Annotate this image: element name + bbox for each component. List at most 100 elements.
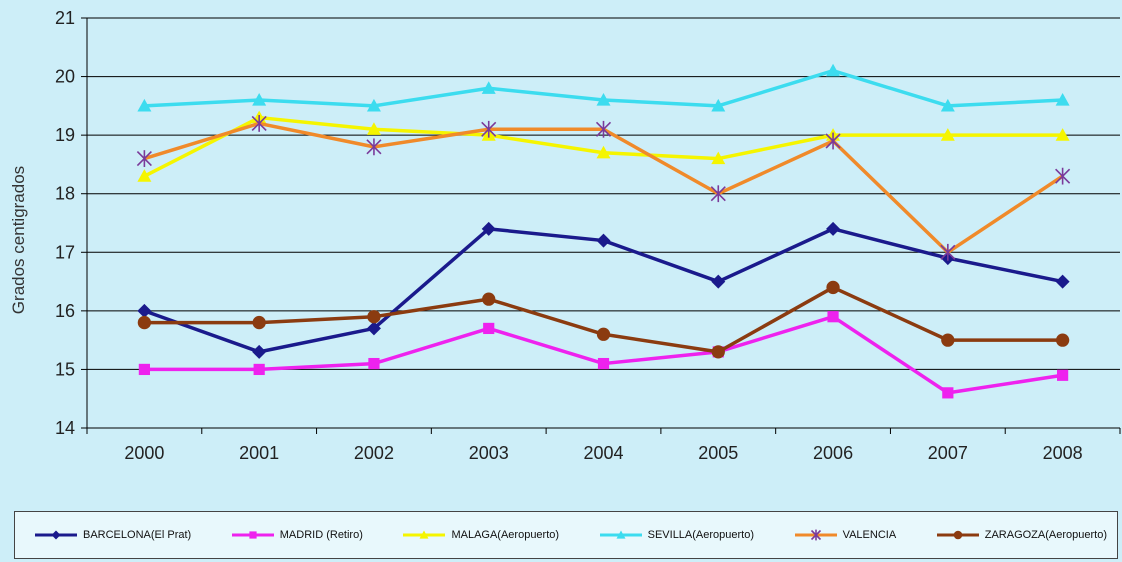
data-point: [596, 327, 611, 341]
chart-legend: BARCELONA(El Prat) MADRID (Retiro) MALAGA(…: [14, 511, 1118, 559]
x-tick-label: 2006: [813, 443, 853, 463]
data-point: [825, 132, 841, 150]
legend-swatch: [403, 530, 446, 539]
x-tick-label: 2000: [124, 443, 164, 463]
series-line: [144, 285, 1063, 354]
y-tick-label: 14: [55, 418, 75, 438]
data-point: [137, 315, 152, 330]
legend-item: SEVILLA(Aeropuerto): [598, 528, 754, 542]
x-tick-label: 2004: [583, 443, 623, 463]
data-point: [711, 345, 725, 359]
y-tick-label: 21: [55, 8, 75, 28]
y-axis-title: Grados centigrados: [9, 166, 28, 314]
x-tick-label: 2002: [354, 443, 394, 463]
legend-item: ZARAGOZA(Aeropuerto): [935, 528, 1107, 542]
data-point: [942, 387, 954, 399]
data-point: [366, 122, 381, 135]
data-point: [826, 221, 841, 236]
legend-marker: [810, 529, 821, 541]
legend-item: MADRID (Retiro): [230, 528, 363, 542]
data-point: [1055, 128, 1070, 141]
series-0: [137, 221, 1070, 359]
legend-label: ZARAGOZA(Aeropuerto): [984, 529, 1107, 541]
y-tick-label: 17: [55, 242, 75, 262]
data-point: [940, 128, 955, 141]
data-point: [483, 322, 495, 335]
data-point: [710, 185, 726, 203]
legend-swatch: [35, 530, 77, 540]
data-point: [366, 138, 382, 156]
line-chart: 14 15 16 17 18 19 20 21 2000 2001 2002 2003 2004 2005…: [9, 8, 1121, 463]
data-point: [366, 98, 381, 112]
y-tick-label: 15: [55, 359, 75, 379]
legend-marker: [419, 530, 429, 539]
data-point: [137, 98, 152, 112]
legend-item: MALAGA(Aeropuerto): [401, 528, 559, 542]
data-point: [827, 311, 839, 323]
data-point: [1055, 167, 1071, 185]
series-3: [137, 63, 1070, 112]
x-tick-label: 2008: [1043, 443, 1083, 463]
data-point: [596, 93, 611, 106]
legend-swatch: [936, 530, 979, 540]
y-tick-label: 16: [55, 301, 75, 321]
data-point: [826, 63, 841, 77]
legend-item: BARCELONA(El Prat): [33, 528, 191, 542]
legend-marker: [51, 530, 61, 540]
series-1: [138, 311, 1069, 399]
data-point: [481, 81, 496, 94]
data-point: [1055, 333, 1070, 347]
series-line: [143, 121, 1064, 255]
data-point: [826, 280, 840, 295]
data-point: [940, 98, 955, 112]
data-point: [137, 303, 152, 318]
data-point: [252, 315, 266, 330]
legend-label: MALAGA(Aeropuerto): [451, 529, 560, 541]
data-point: [366, 321, 381, 336]
data-point: [1055, 274, 1070, 289]
data-point: [253, 363, 265, 376]
legend-marker: [249, 531, 257, 539]
legend-marker: [616, 530, 626, 539]
legend-label: VALENCIA: [842, 529, 897, 541]
data-point: [596, 145, 611, 159]
tick-labels: 14 15 16 17 18 19 20 21 2000 2001 2002 2003 2004 2005…: [55, 8, 1083, 463]
data-point: [252, 93, 267, 106]
series-4: [136, 115, 1071, 261]
y-tick-label: 18: [55, 184, 75, 204]
data-point: [138, 363, 150, 376]
data-point: [595, 120, 612, 138]
data-point: [137, 169, 152, 182]
data-point: [711, 274, 726, 289]
legend-marker: [953, 530, 963, 540]
data-point: [597, 357, 610, 370]
x-tick-label: 2005: [698, 443, 738, 463]
data-point: [251, 115, 267, 132]
axes: [81, 17, 1121, 434]
y-tick-label: 20: [55, 67, 75, 87]
y-tick-label: 19: [55, 125, 75, 145]
data-point: [711, 151, 726, 165]
series-5: [137, 280, 1070, 359]
legend-swatch: [599, 530, 642, 539]
data-point: [367, 310, 381, 324]
data-point: [1057, 369, 1069, 381]
data-point: [711, 98, 726, 112]
x-tick-label: 2001: [239, 443, 279, 463]
legend-label: SEVILLA(Aeropuerto): [647, 529, 755, 541]
series-lines: [136, 63, 1071, 399]
data-point: [481, 221, 496, 236]
data-point: [368, 357, 380, 370]
legend-label: BARCELONA(El Prat): [83, 529, 192, 541]
legend-label: MADRID (Retiro): [279, 529, 363, 541]
x-tick-label: 2003: [469, 443, 509, 463]
data-point: [482, 292, 496, 306]
data-point: [252, 344, 267, 359]
legend-item: VALENCIA: [793, 528, 897, 542]
legend-swatch: [794, 529, 837, 541]
data-point: [941, 333, 955, 347]
x-tick-label: 2007: [928, 443, 968, 463]
data-point: [136, 150, 152, 167]
data-point: [481, 120, 497, 138]
data-point: [596, 233, 611, 248]
